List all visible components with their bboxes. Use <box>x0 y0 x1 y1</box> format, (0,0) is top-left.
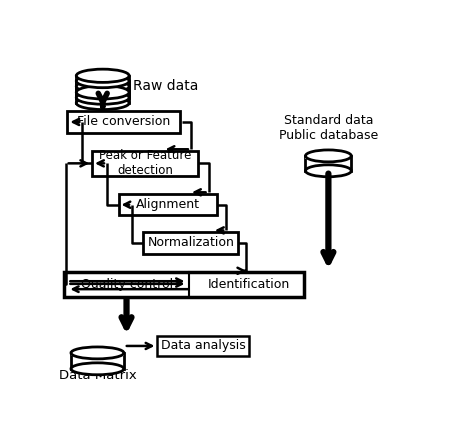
Ellipse shape <box>76 91 129 104</box>
Text: Peak or Feature
detection: Peak or Feature detection <box>99 149 191 177</box>
FancyBboxPatch shape <box>157 336 249 356</box>
Ellipse shape <box>305 150 351 162</box>
FancyBboxPatch shape <box>119 194 217 215</box>
Ellipse shape <box>76 86 129 99</box>
Text: Raw data: Raw data <box>133 80 198 93</box>
Bar <box>71 350 124 356</box>
Bar <box>76 83 129 90</box>
FancyBboxPatch shape <box>143 232 238 254</box>
Bar <box>76 78 129 84</box>
Bar <box>305 156 351 171</box>
FancyBboxPatch shape <box>67 111 180 133</box>
FancyBboxPatch shape <box>64 272 304 297</box>
Ellipse shape <box>76 80 129 93</box>
Ellipse shape <box>76 96 129 110</box>
Text: Identification: Identification <box>208 278 290 291</box>
Text: Data analysis: Data analysis <box>161 339 246 353</box>
Bar <box>76 73 129 79</box>
Text: Data Matrix: Data Matrix <box>59 369 136 382</box>
Ellipse shape <box>76 74 129 88</box>
Ellipse shape <box>76 69 129 83</box>
Text: Standard data
Public database: Standard data Public database <box>279 114 378 142</box>
Text: File conversion: File conversion <box>77 116 171 129</box>
Text: Alignment: Alignment <box>136 198 200 211</box>
Bar <box>76 86 129 103</box>
Ellipse shape <box>71 363 124 375</box>
Bar <box>71 353 124 369</box>
Ellipse shape <box>71 347 124 359</box>
Ellipse shape <box>305 165 351 177</box>
Text: Normalization: Normalization <box>147 237 234 249</box>
Bar <box>76 76 129 92</box>
Text: Quality control: Quality control <box>81 278 173 291</box>
Bar <box>305 153 351 159</box>
FancyBboxPatch shape <box>92 151 198 176</box>
Bar <box>76 81 129 98</box>
